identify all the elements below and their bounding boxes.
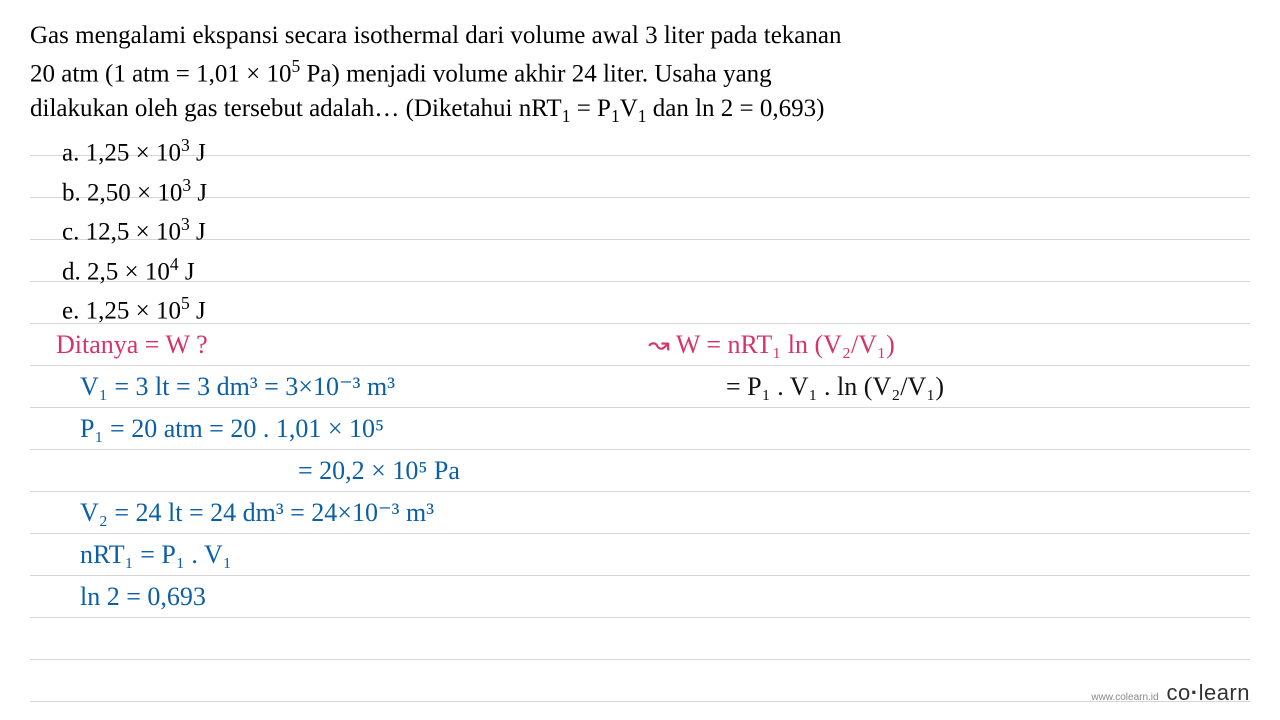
question-line3-mid: = P	[570, 95, 611, 122]
question-line3-sub2: 1	[611, 106, 620, 126]
footer-brand: co·learn	[1167, 680, 1251, 705]
option-a: a. 1,25 × 103 J	[62, 133, 1250, 172]
question-line1: Gas mengalami ekspansi secara isothermal…	[30, 22, 842, 49]
question-line3-sub3: 1	[638, 106, 647, 126]
option-b: b. 2,50 × 103 J	[62, 173, 1250, 212]
question-line3-pre: dilakukan oleh gas tersebut adalah… (Dik…	[30, 95, 562, 122]
question-line2-sup: 5	[292, 56, 301, 76]
footer-url: www.colearn.id	[1091, 692, 1158, 703]
question-text: Gas mengalami ekspansi secara isothermal…	[30, 18, 1250, 129]
option-e: e. 1,25 × 105 J	[62, 291, 1250, 330]
option-c: c. 12,5 × 103 J	[62, 212, 1250, 251]
page-content: Gas mengalami ekspansi secara isothermal…	[0, 0, 1280, 330]
question-line3-mid2: V	[620, 95, 638, 122]
option-d: d. 2,5 × 104 J	[62, 252, 1250, 291]
footer: www.colearn.id co·learn	[1091, 680, 1250, 706]
answer-options: a. 1,25 × 103 J b. 2,50 × 103 J c. 12,5 …	[30, 133, 1250, 330]
question-line2-pre: 20 atm (1 atm = 1,01 × 10	[30, 60, 292, 87]
question-line2-post: Pa) menjadi volume akhir 24 liter. Usaha…	[300, 60, 771, 87]
question-line3-post: dan ln 2 = 0,693)	[647, 95, 825, 122]
